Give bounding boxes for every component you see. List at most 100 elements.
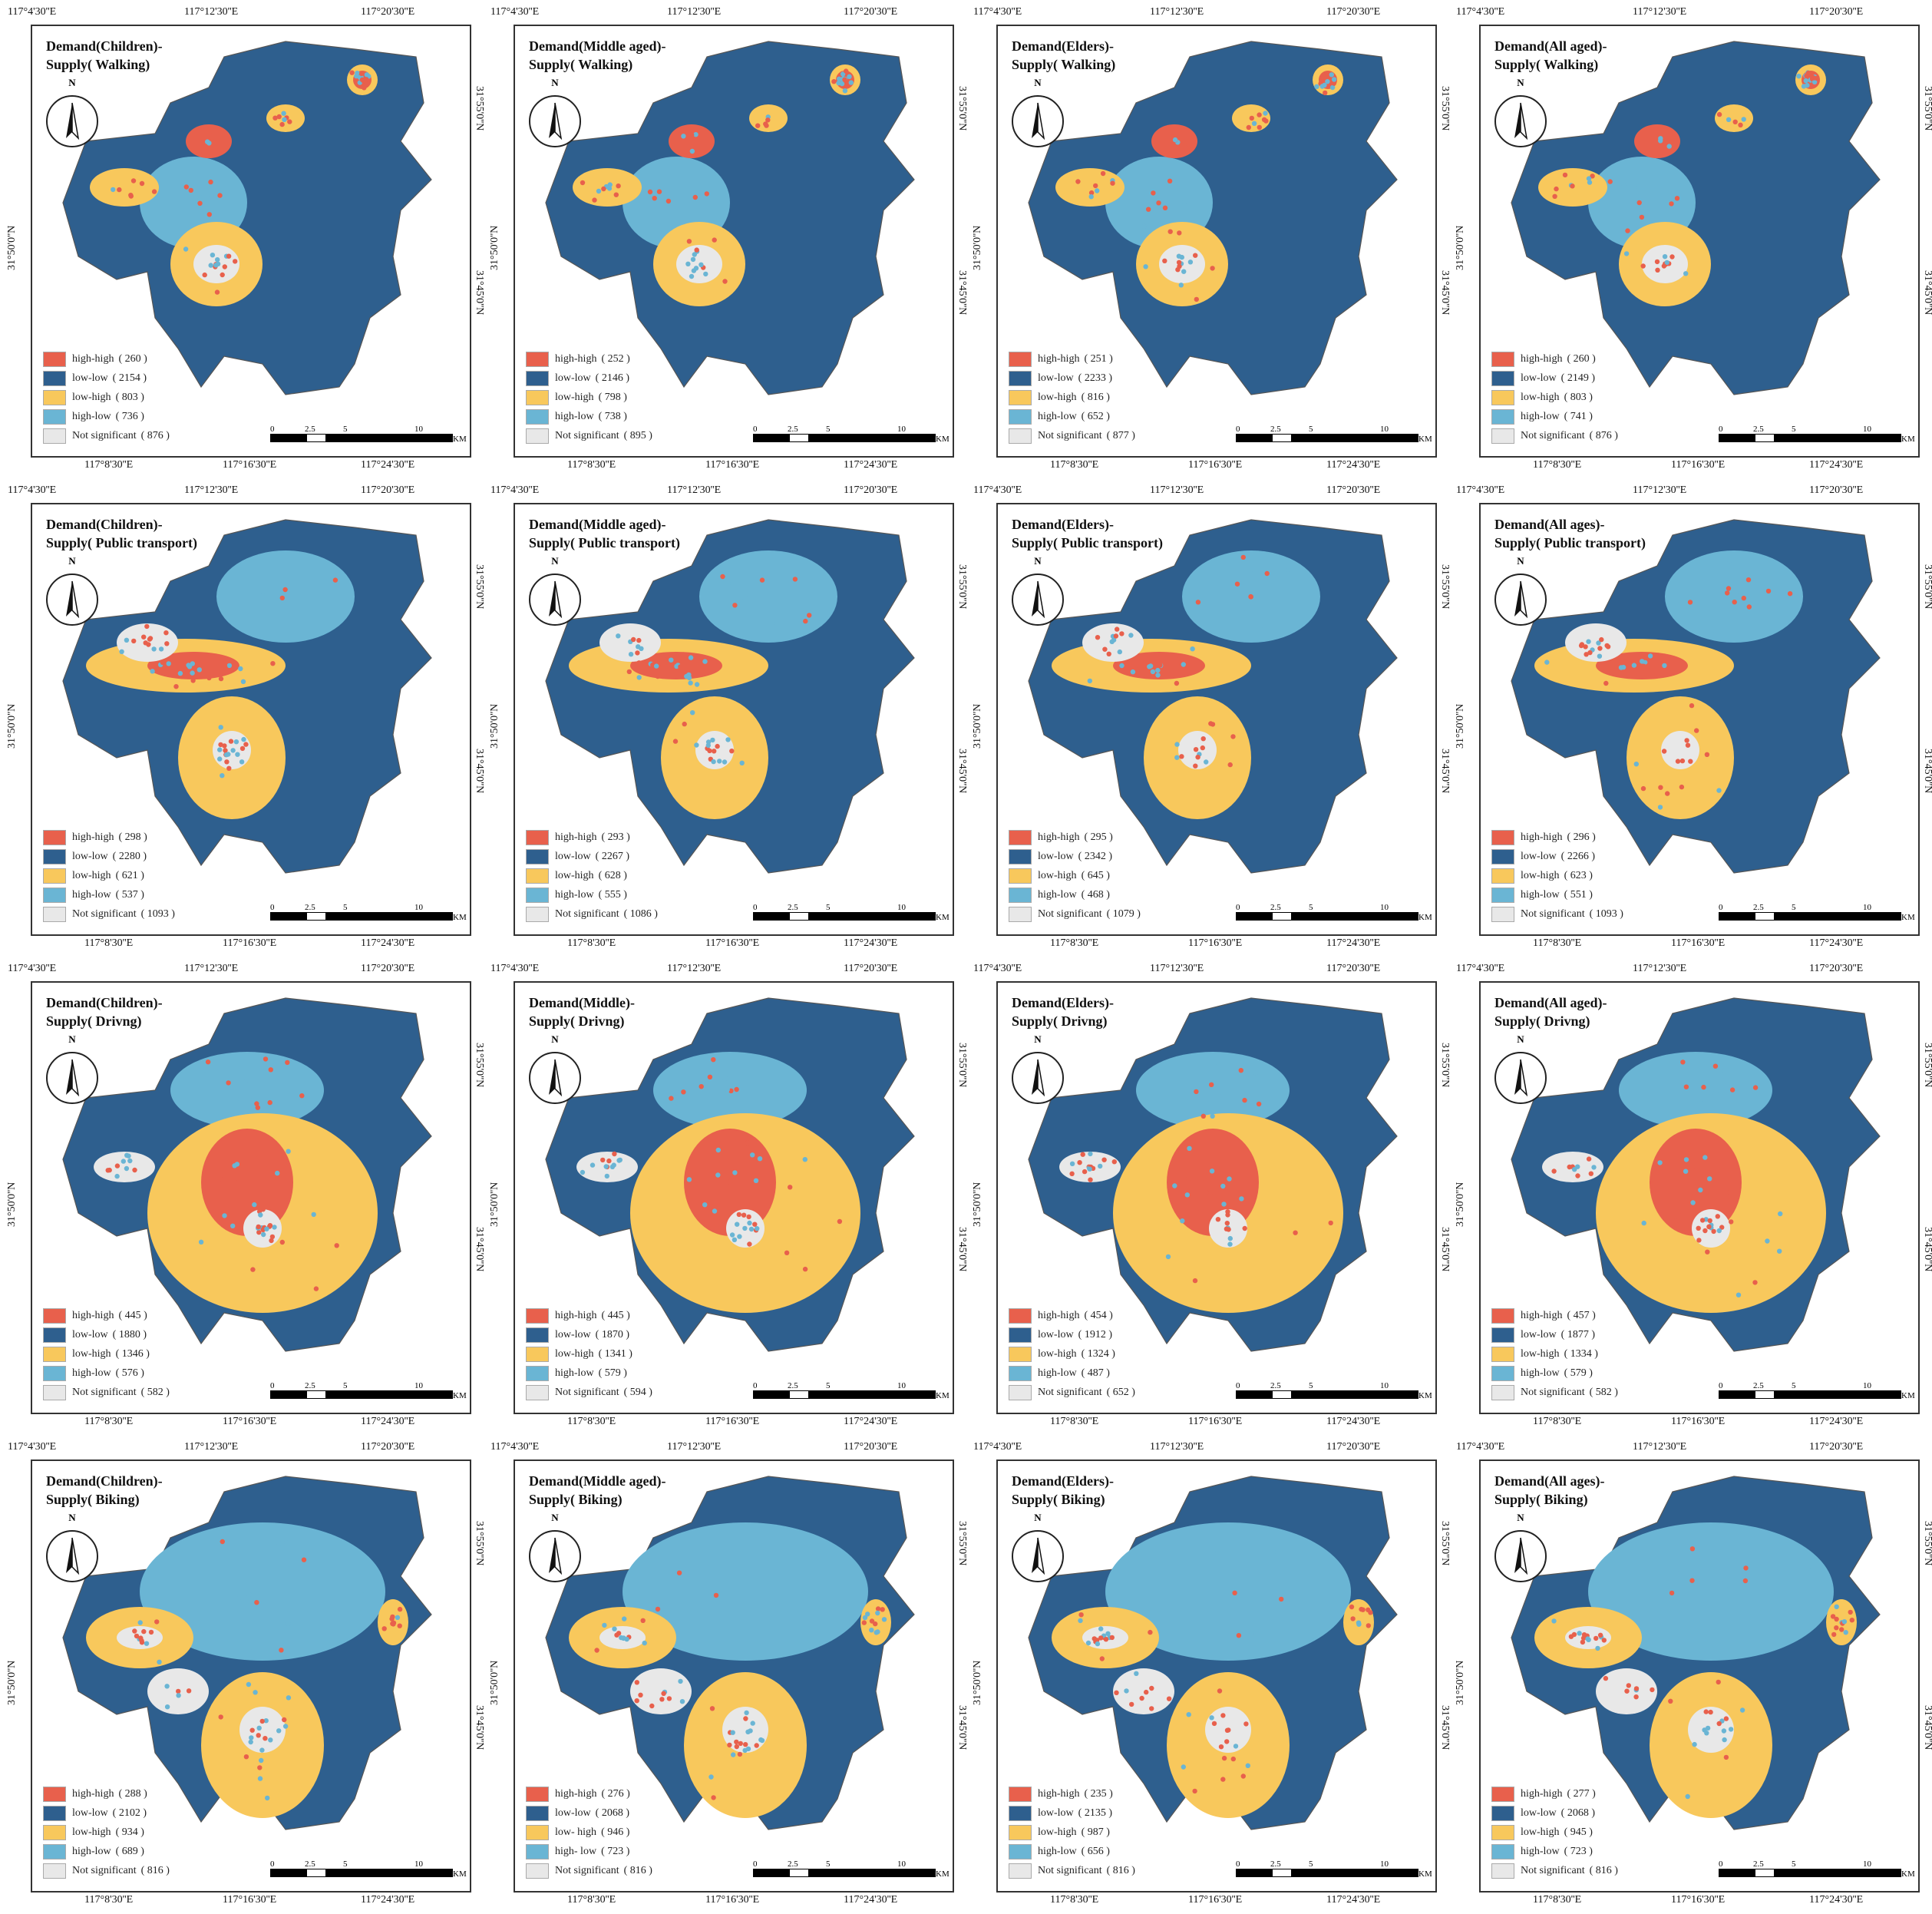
scale-bar-label: 0 — [1719, 903, 1723, 912]
hex-cell — [1249, 115, 1254, 121]
hex-cell — [1688, 759, 1693, 764]
hex-cell — [267, 1223, 273, 1228]
legend-count: ( 2233 ) — [1078, 372, 1112, 384]
hex-cell — [1633, 762, 1639, 767]
hex-cell — [287, 119, 292, 124]
hex-cell — [1224, 1739, 1230, 1744]
top-longitude-label: 117°12'30''E — [667, 484, 722, 496]
hex-cell — [217, 756, 223, 762]
hex-cell — [722, 1076, 728, 1081]
hex-cell — [880, 1607, 885, 1612]
hex-cell — [1143, 264, 1148, 269]
hex-cell — [1174, 755, 1180, 760]
hex-cell — [233, 1096, 239, 1102]
north-arrow: N — [1012, 77, 1064, 147]
hex-cell — [831, 79, 837, 84]
bottom-longitude-label: 117°24'30''E — [1809, 1894, 1864, 1906]
hex-cell — [1621, 182, 1627, 188]
left-latitude-label: 31°50'0''N — [6, 1182, 18, 1227]
legend-label: low-high — [555, 869, 594, 881]
hex-cell — [1239, 1196, 1244, 1202]
scale-bar-graphic — [1719, 912, 1901, 921]
hex-cell — [154, 1619, 160, 1625]
legend-count: ( 2146 ) — [595, 372, 629, 384]
hex-cell — [875, 1606, 881, 1612]
legend-count: ( 816 ) — [1081, 391, 1110, 403]
bottom-longitude-label: 117°8'30''E — [1050, 1894, 1099, 1906]
legend-item: low-low( 2280 ) — [43, 847, 175, 866]
hex-cell — [239, 745, 246, 752]
hex-cell — [702, 659, 708, 664]
hex-cell — [241, 736, 246, 742]
legend-count: ( 1086 ) — [623, 907, 658, 920]
hex-cell — [180, 663, 185, 668]
scale-bar-label: 10 — [1380, 425, 1389, 434]
scale-bar: 0 2.5 5 10 KM — [1236, 1854, 1432, 1880]
hex-cell — [1694, 728, 1699, 733]
scale-bar-graphic — [1719, 1869, 1901, 1877]
scale-bar-label: 10 — [414, 425, 423, 434]
left-latitude-label: 31°50'0''N — [489, 225, 500, 270]
title-demand: Demand(Elders)- — [1012, 995, 1114, 1010]
legend-item: Not significant( 594 ) — [526, 1383, 652, 1402]
legend-item: high-low( 487 ) — [1009, 1364, 1135, 1383]
left-latitude-label: 31°50'0''N — [972, 225, 983, 270]
scale-bar-graphic — [1719, 434, 1901, 442]
hex-cell — [1234, 581, 1240, 587]
hex-cell — [1208, 721, 1214, 726]
hex-cell — [1665, 791, 1670, 796]
hex-cell — [1586, 1156, 1592, 1162]
north-arrow: N — [529, 555, 581, 626]
hex-cell — [758, 1737, 764, 1743]
legend-item: low-high( 816 ) — [1009, 388, 1135, 407]
hex-cell — [661, 1691, 666, 1696]
bottom-longitude-label: 117°8'30''E — [84, 937, 134, 949]
legend-item: Not significant( 877 ) — [1009, 426, 1135, 445]
hex-cell — [173, 664, 179, 670]
panel-title: Demand(All ages)- Supply( Biking) — [1494, 1472, 1604, 1509]
scale-bar: 0 2.5 5 10 KM — [270, 1854, 467, 1880]
hex-cell — [742, 1225, 748, 1231]
scale-bar-graphic — [753, 1390, 936, 1399]
hex-cell — [364, 72, 370, 78]
hex-cell — [279, 595, 285, 601]
hex-cell — [611, 1162, 616, 1168]
hex-cell — [1220, 1713, 1226, 1718]
hex-cell — [218, 742, 223, 748]
hex-cell — [1162, 150, 1168, 156]
legend-item: high-high( 298 ) — [43, 828, 175, 847]
hex-cell — [1676, 182, 1682, 188]
legend-item: low-low( 2342 ) — [1009, 847, 1141, 866]
hotspot-map — [545, 1476, 915, 1830]
legend-label: low-low — [72, 850, 108, 862]
hex-cell — [261, 593, 266, 598]
north-label: N — [551, 555, 559, 567]
north-label: N — [1517, 1512, 1524, 1523]
hex-cell — [1172, 1183, 1177, 1188]
hex-cell — [711, 759, 716, 765]
panel-title: Demand(Middle aged)- Supply( Walking) — [529, 37, 666, 74]
hex-cell — [1162, 657, 1168, 663]
legend-label: Not significant — [72, 429, 137, 441]
hex-cell — [1204, 759, 1209, 765]
hex-cell — [1679, 784, 1685, 790]
hex-cell — [713, 1592, 719, 1598]
legend: high-high( 296 ) low-low( 2266 ) low-high(… — [1491, 828, 1623, 924]
hex-cell — [272, 115, 278, 121]
hex-cell — [261, 1231, 266, 1238]
hex-cell — [1669, 254, 1675, 259]
hex-cell — [1356, 1621, 1362, 1627]
legend-swatch — [526, 1346, 549, 1362]
north-label: N — [551, 1033, 559, 1045]
hex-cell — [616, 633, 621, 639]
hex-cell — [1115, 626, 1120, 632]
hex-cell — [1177, 669, 1182, 675]
hex-cell — [1809, 1565, 1815, 1570]
hex-cell — [1641, 1220, 1646, 1226]
panel-title: Demand(All ages)- Supply( Public transpor… — [1494, 515, 1646, 552]
hex-cell — [1662, 254, 1668, 259]
scale-bar: 0 2.5 5 10 KM — [1719, 1376, 1915, 1402]
hex-cell — [1686, 1142, 1692, 1149]
legend-label: high-high — [1521, 1309, 1563, 1321]
